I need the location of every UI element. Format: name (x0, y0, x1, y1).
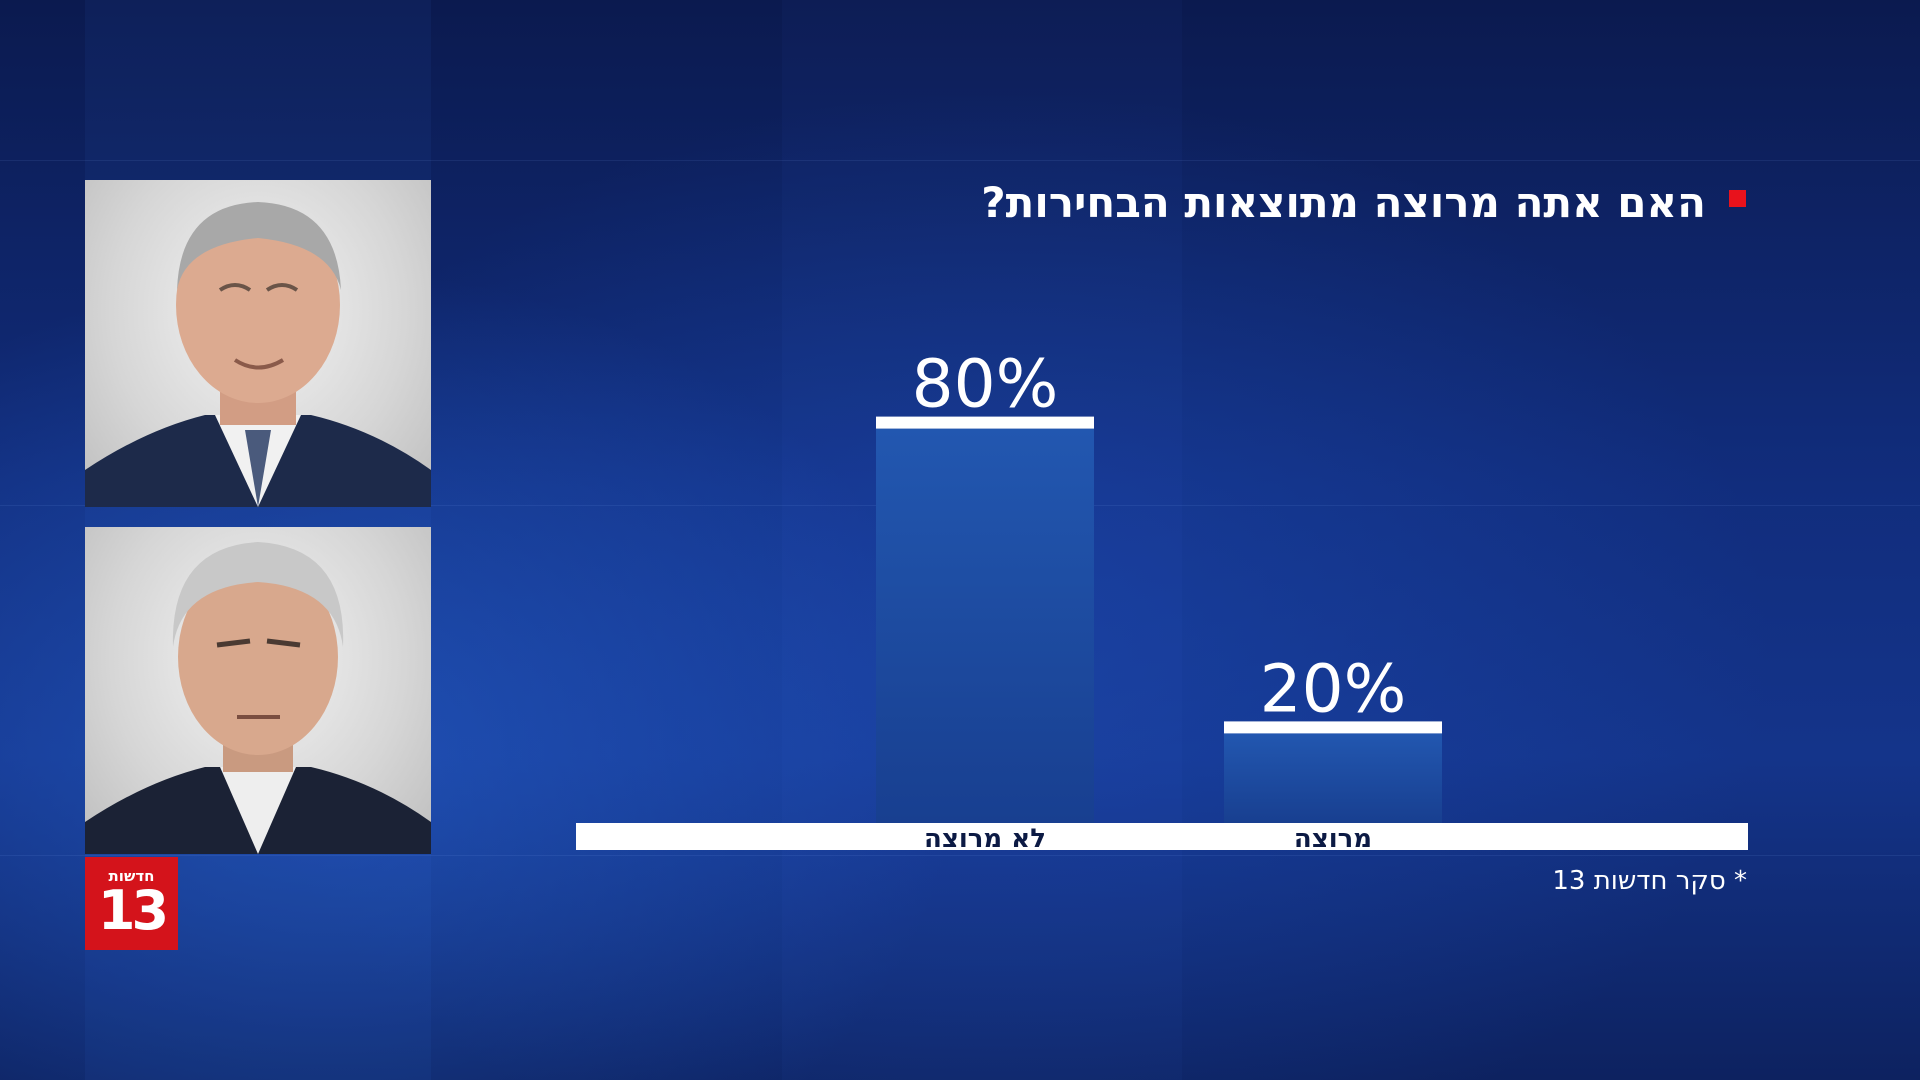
person-photo-bottom (85, 527, 431, 854)
category-label: מרוצה (1294, 824, 1372, 854)
logo-number: 13 (97, 879, 169, 942)
source-footnote: * סקר חדשות 13 (1552, 866, 1747, 896)
person-photo-top (85, 180, 431, 507)
chart-title: האם אתה מרוצה מתוצאות הבחירות? (981, 178, 1706, 227)
logo-brand: חדשות (108, 867, 155, 885)
channel-logo: חדשות 13 (85, 857, 178, 950)
background-line (0, 855, 1920, 856)
bar-top-cap (1224, 721, 1442, 734)
category-label: לא מרוצה (924, 824, 1046, 854)
x-axis-baseline (576, 823, 1748, 850)
bar-value-label: 20% (1260, 650, 1407, 727)
bar (876, 428, 1094, 823)
title-marker-icon (1729, 190, 1746, 207)
person-photo-icon (85, 542, 431, 854)
bar (1224, 733, 1442, 823)
person-photo-icon (85, 202, 431, 507)
bar-top-cap (876, 416, 1094, 429)
bar-value-label: 80% (912, 346, 1059, 423)
background-line (0, 160, 1920, 161)
